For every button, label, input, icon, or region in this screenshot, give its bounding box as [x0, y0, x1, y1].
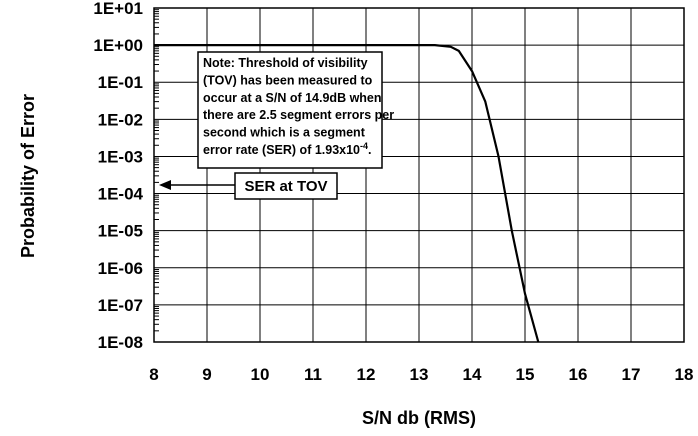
x-tick-label: 8 [149, 365, 158, 384]
plot-frame [153, 7, 685, 343]
ser-label-box [234, 172, 338, 200]
ser-curve [154, 43, 540, 343]
x-tick-label: 17 [622, 365, 641, 384]
y-tick-label: 1E-06 [98, 259, 143, 278]
ser-arrowhead [159, 180, 171, 190]
note-text-line: Note: Threshold of visibility [203, 56, 368, 70]
note-box [197, 51, 383, 169]
x-tick-label: 15 [516, 365, 535, 384]
x-tick-label: 13 [410, 365, 429, 384]
note-text-line: error rate (SER) of 1.93x10-4. [203, 141, 372, 157]
y-tick-label: 1E+01 [93, 0, 143, 18]
annotation-layer: Note: Threshold of visibility (TOV) has b… [159, 51, 394, 200]
note-superscript: -4 [360, 141, 368, 151]
x-tick-label: 12 [357, 365, 376, 384]
x-tick-label: 18 [675, 365, 694, 384]
x-tick-label: 10 [251, 365, 270, 384]
label-layer: 1E+01 1E+00 1E-01 1E-02 1E-03 1E-04 1E-05 1E-06… [18, 0, 693, 428]
note-text-line: occur at a S/N of 14.9dB when [203, 91, 382, 105]
note-text-line: there are 2.5 segment errors per [203, 108, 394, 122]
y-tick-label: 1E-02 [98, 110, 143, 129]
x-axis-title: S/N db (RMS) [362, 408, 476, 428]
x-tick-label: 9 [202, 365, 211, 384]
note-tail: . [368, 143, 371, 157]
y-tick-label: 1E-03 [98, 147, 143, 166]
ser-label: SER at TOV [244, 178, 327, 195]
y-tick-label: 1E+00 [93, 36, 143, 55]
axis-layer [153, 7, 685, 343]
series-layer [154, 43, 540, 343]
y-tick-label: 1E-04 [98, 185, 144, 204]
note-text-line: (TOV) has been measured to [203, 73, 373, 87]
x-tick-label: 16 [569, 365, 588, 384]
y-tick-label: 1E-07 [98, 296, 143, 315]
y-tick-label: 1E-01 [98, 73, 143, 92]
y-tick-label: 1E-08 [98, 333, 143, 352]
y-axis-title: Probability of Error [18, 94, 38, 258]
y-tick-label: 1E-05 [98, 222, 143, 241]
x-tick-label: 11 [304, 365, 322, 384]
x-tick-label: 14 [463, 365, 482, 384]
note-text-line: second which is a segment [203, 126, 366, 140]
